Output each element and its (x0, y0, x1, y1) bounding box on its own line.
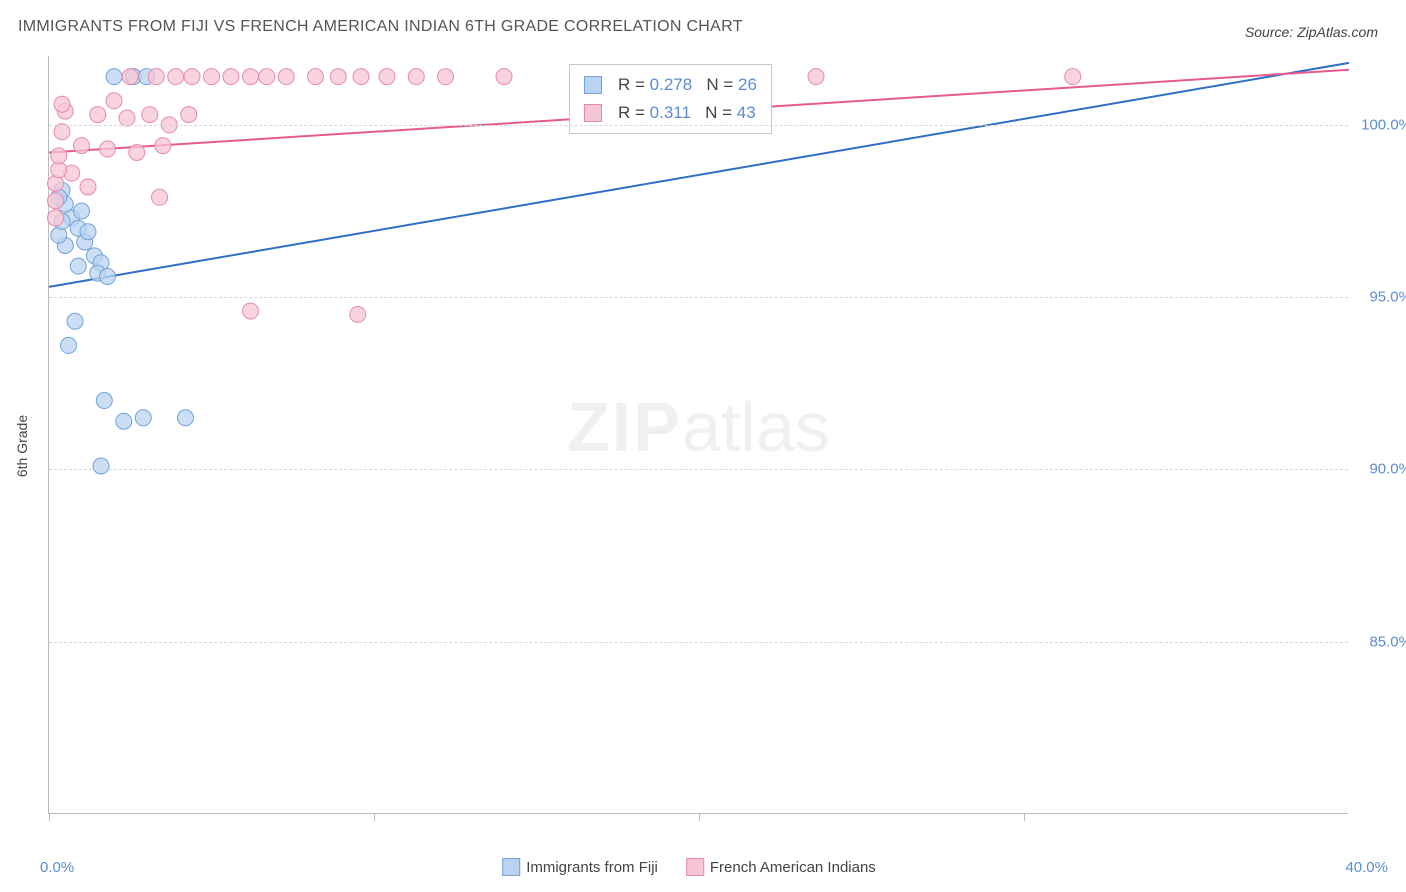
scatter-point (243, 303, 259, 319)
legend-swatch (502, 858, 520, 876)
y-axis-label: 6th Grade (14, 415, 30, 477)
scatter-point (54, 96, 70, 112)
legend-label: Immigrants from Fiji (526, 859, 658, 876)
plot-area: ZIPatlas R = 0.278 N = 26R = 0.311 N = 4… (48, 56, 1348, 814)
scatter-point (48, 210, 64, 226)
corr-text: R = 0.278 N = 26 (618, 71, 757, 99)
corr-row: R = 0.311 N = 43 (584, 99, 757, 127)
y-tick-label: 85.0% (1352, 633, 1406, 650)
scatter-point (152, 189, 168, 205)
legend-swatch (686, 858, 704, 876)
scatter-point (204, 69, 220, 85)
scatter-point (142, 107, 158, 123)
x-tick (1024, 813, 1025, 821)
scatter-point (67, 313, 83, 329)
scatter-point (223, 69, 239, 85)
scatter-point (259, 69, 275, 85)
scatter-point (61, 337, 77, 353)
source-attribution: Source: ZipAtlas.com (1245, 24, 1378, 40)
legend-bottom: Immigrants from Fiji French American Indi… (502, 858, 904, 876)
scatter-point (93, 458, 109, 474)
legend-label: French American Indians (710, 859, 876, 876)
plot-svg (49, 56, 1348, 813)
scatter-point (243, 69, 259, 85)
scatter-point (122, 69, 138, 85)
scatter-point (106, 69, 122, 85)
y-tick-label: 100.0% (1352, 116, 1406, 133)
scatter-point (119, 110, 135, 126)
scatter-point (379, 69, 395, 85)
gridline-h (49, 469, 1348, 470)
scatter-point (80, 179, 96, 195)
corr-text: R = 0.311 N = 43 (618, 99, 756, 127)
scatter-point (48, 175, 64, 191)
scatter-point (74, 138, 90, 154)
scatter-point (278, 69, 294, 85)
corr-row: R = 0.278 N = 26 (584, 71, 757, 99)
scatter-point (408, 69, 424, 85)
scatter-point (148, 69, 164, 85)
scatter-point (80, 224, 96, 240)
scatter-point (168, 69, 184, 85)
x-tick (699, 813, 700, 821)
scatter-point (496, 69, 512, 85)
scatter-point (129, 144, 145, 160)
scatter-point (308, 69, 324, 85)
scatter-point (106, 93, 122, 109)
scatter-point (70, 258, 86, 274)
scatter-point (96, 393, 112, 409)
gridline-h (49, 642, 1348, 643)
legend-swatch (584, 104, 602, 122)
x-tick-label-max: 40.0% (1345, 859, 1388, 876)
scatter-point (184, 69, 200, 85)
scatter-point (178, 410, 194, 426)
scatter-point (51, 227, 67, 243)
scatter-point (100, 269, 116, 285)
scatter-point (116, 413, 132, 429)
x-tick (49, 813, 50, 821)
chart-title: IMMIGRANTS FROM FIJI VS FRENCH AMERICAN … (18, 18, 743, 36)
scatter-point (54, 124, 70, 140)
scatter-point (1065, 69, 1081, 85)
scatter-point (808, 69, 824, 85)
scatter-point (100, 141, 116, 157)
scatter-point (135, 410, 151, 426)
y-tick-label: 90.0% (1352, 461, 1406, 478)
scatter-point (353, 69, 369, 85)
scatter-point (51, 148, 67, 164)
legend-swatch (584, 76, 602, 94)
scatter-point (48, 193, 64, 209)
gridline-h (49, 297, 1348, 298)
scatter-point (155, 138, 171, 154)
gridline-h (49, 125, 1348, 126)
scatter-point (330, 69, 346, 85)
scatter-point (74, 203, 90, 219)
x-tick-label-min: 0.0% (40, 859, 74, 876)
x-tick (374, 813, 375, 821)
scatter-point (438, 69, 454, 85)
scatter-point (181, 107, 197, 123)
scatter-point (90, 107, 106, 123)
y-tick-label: 95.0% (1352, 289, 1406, 306)
scatter-point (350, 306, 366, 322)
correlation-box: R = 0.278 N = 26R = 0.311 N = 43 (569, 64, 772, 134)
